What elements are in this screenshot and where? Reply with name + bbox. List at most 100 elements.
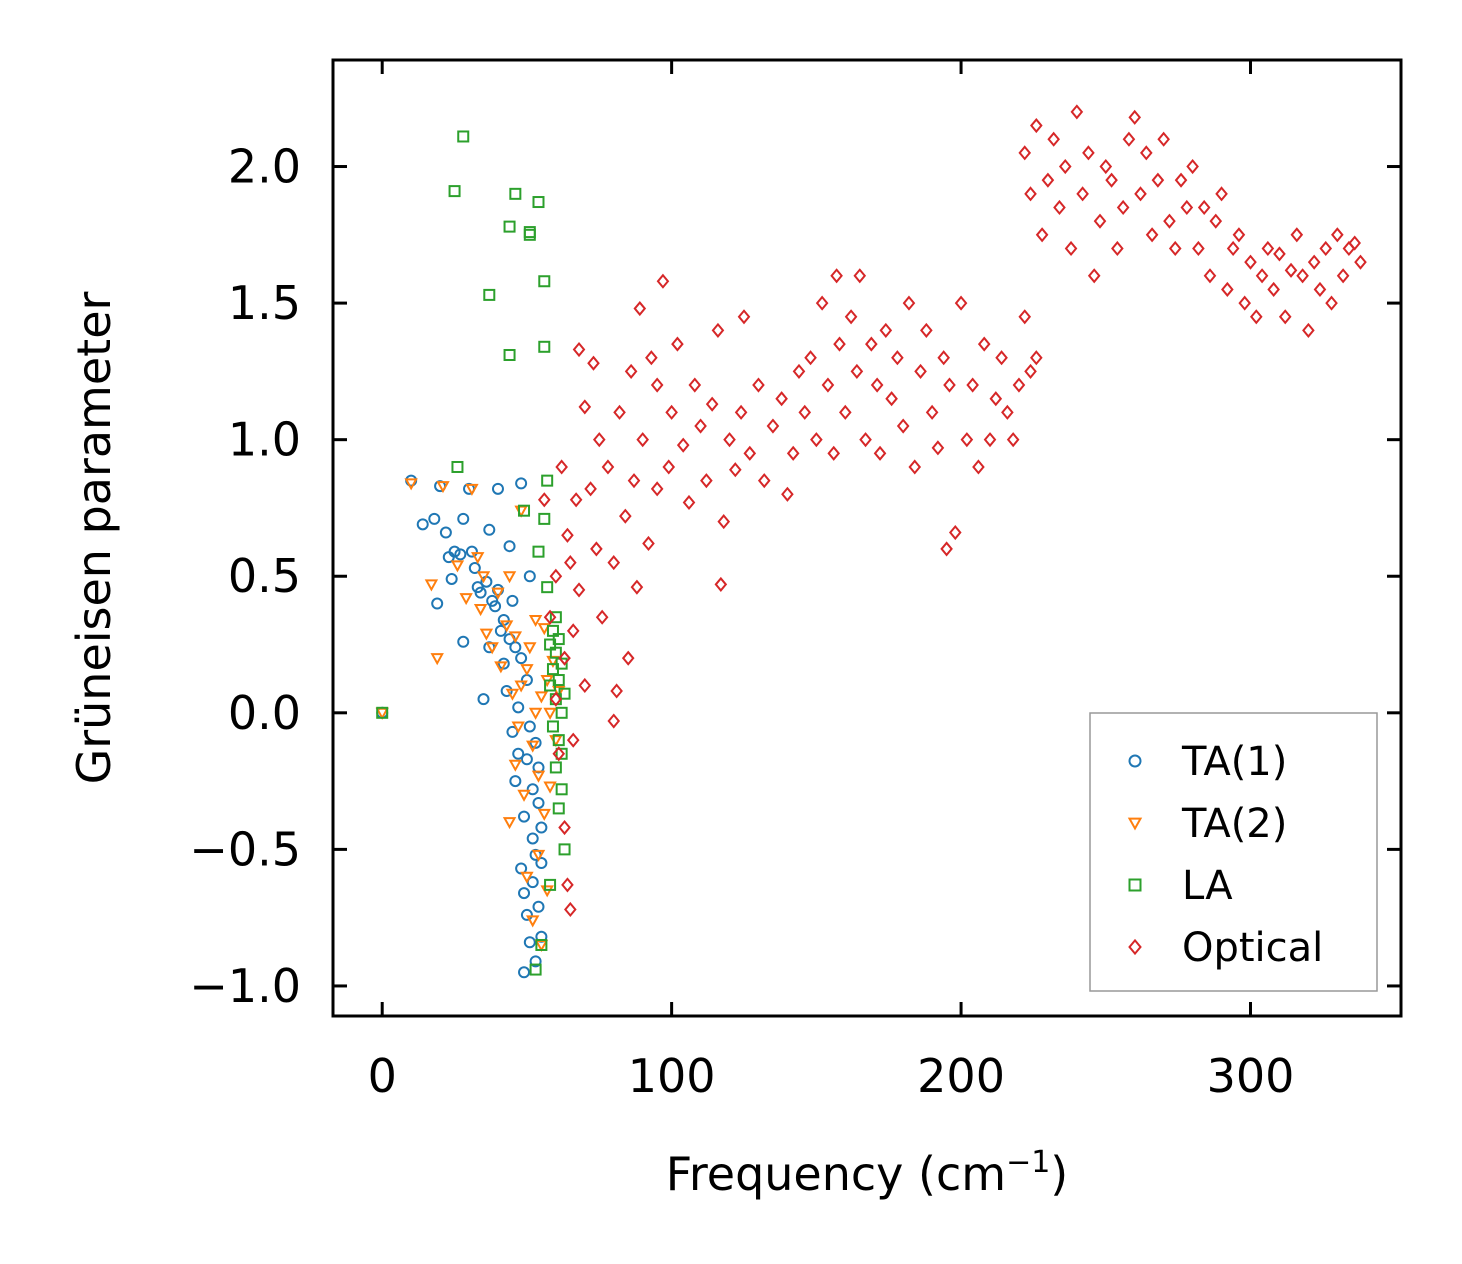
data-point: [627, 473, 641, 489]
data-point: [512, 747, 525, 760]
data-point: [914, 363, 927, 379]
legend-items: TA(1) TA(2) LA Optical: [1127, 739, 1323, 971]
data-point: [1163, 213, 1176, 229]
data-point: [569, 492, 583, 508]
data-point: [1151, 172, 1165, 188]
data-point: [538, 340, 551, 353]
data-point: [743, 445, 757, 461]
data-point: [682, 494, 696, 511]
data-point: [865, 336, 878, 352]
data-point: [613, 404, 626, 420]
data-point: [500, 684, 513, 697]
x-axis-label-suffix: ): [1050, 1147, 1068, 1201]
data-point: [870, 377, 884, 393]
data-point: [538, 275, 551, 288]
data-point: [512, 701, 525, 714]
data-point: [523, 720, 536, 733]
data-point: [1192, 240, 1205, 257]
data-point: [781, 486, 794, 502]
data-point: [977, 336, 991, 352]
data-point: [506, 594, 519, 607]
data-point: [844, 309, 858, 325]
data-point: [700, 473, 713, 489]
data-point: [1336, 268, 1350, 284]
data-point: [656, 273, 670, 289]
data-point: [1325, 295, 1338, 311]
data-point: [1070, 104, 1084, 120]
data-point: [688, 377, 702, 393]
data-point: [555, 657, 568, 670]
data-point: [523, 570, 536, 583]
data-point: [515, 477, 528, 490]
data-point: [601, 459, 615, 475]
data-point: [454, 548, 467, 561]
legend-label-optical: Optical: [1182, 925, 1323, 971]
data-point: [483, 523, 496, 536]
data-point: [1030, 117, 1043, 134]
data-point: [535, 857, 548, 870]
data-point: [404, 478, 418, 491]
data-point: [543, 781, 557, 794]
data-point: [529, 955, 542, 968]
y-tick-label: 2.0: [228, 140, 301, 194]
data-point: [734, 404, 748, 420]
data-point: [1209, 213, 1223, 229]
data-point: [1024, 186, 1037, 202]
data-point: [1168, 240, 1182, 257]
data-point: [489, 600, 502, 613]
data-point: [476, 571, 491, 584]
y-tick-label: 0.0: [228, 686, 301, 740]
data-point: [1058, 158, 1072, 175]
data-point: [549, 761, 562, 774]
data-point: [572, 341, 586, 358]
data-point: [1296, 268, 1309, 284]
data-point: [810, 432, 823, 448]
data-point: [717, 514, 731, 530]
data-point: [532, 545, 545, 558]
data-point: [838, 404, 852, 420]
data-point: [520, 664, 534, 677]
data-point: [561, 877, 574, 893]
legend-label-ta-2-: TA(2): [1181, 801, 1287, 847]
data-point: [459, 593, 473, 606]
data-point: [552, 746, 566, 762]
data-point: [1064, 240, 1078, 257]
data-point: [526, 832, 539, 845]
data-point: [925, 404, 939, 420]
data-point: [671, 336, 684, 352]
data-point: [879, 322, 893, 338]
data-point: [873, 445, 887, 461]
data-point: [572, 582, 586, 598]
data-point: [518, 504, 531, 517]
data-point: [376, 706, 389, 719]
data-point: [448, 185, 461, 198]
data-point: [566, 732, 580, 748]
data-point: [537, 492, 551, 508]
data-point: [1249, 309, 1263, 325]
data-point: [821, 377, 835, 393]
data-point: [541, 581, 554, 594]
data-point: [630, 579, 644, 595]
data-point: [966, 377, 979, 393]
data-point: [537, 623, 551, 636]
data-point: [752, 377, 765, 393]
legend-marker-la: [1128, 878, 1142, 892]
data-point: [479, 628, 494, 641]
data-point: [549, 611, 562, 624]
data-point: [662, 459, 676, 475]
x-axis-label: Frequency (cm−1): [666, 1145, 1069, 1201]
data-point: [468, 562, 481, 575]
data-point: [590, 541, 603, 557]
data-point: [439, 526, 452, 539]
data-point: [1255, 268, 1269, 284]
data-point: [1180, 199, 1194, 216]
data-point: [729, 462, 742, 478]
data-point: [502, 817, 517, 830]
data-point: [592, 432, 606, 448]
data-point: [1018, 309, 1032, 325]
data-point: [465, 483, 479, 496]
data-point: [694, 418, 707, 434]
data-point: [424, 579, 439, 592]
data-point: [515, 652, 528, 665]
data-point: [499, 620, 514, 633]
